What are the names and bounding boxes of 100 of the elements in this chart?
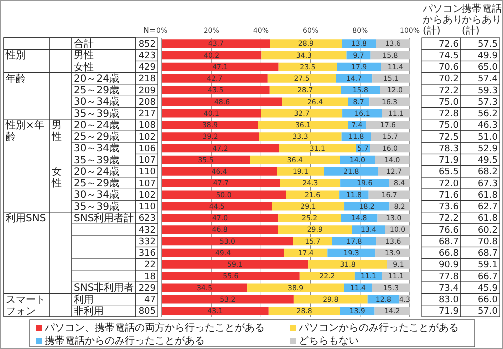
data-label: 59.1	[478, 260, 498, 271]
data-label: 72.2	[438, 214, 459, 224]
data-label: 74.5	[438, 51, 459, 62]
data-label: 332	[138, 237, 156, 248]
bar	[162, 51, 262, 60]
legend-label: どちらもない	[299, 336, 359, 347]
bar	[162, 260, 309, 269]
text: 女性	[51, 166, 62, 190]
bar	[162, 109, 262, 118]
bar	[336, 74, 373, 83]
y-tick-label: 35～39歳	[74, 108, 120, 120]
text: 性別	[5, 50, 26, 62]
data-label: 71.6	[438, 190, 460, 201]
data-label: 72.0	[438, 179, 460, 190]
data-label: 316	[138, 249, 156, 260]
data-label: 229	[138, 284, 156, 294]
data-label: 65.0	[478, 63, 498, 74]
bar	[162, 40, 270, 48]
y-tick-label: 男性	[74, 50, 94, 62]
data-label: 77.8	[438, 272, 460, 282]
data-label: 67.3	[478, 179, 498, 190]
bar	[277, 168, 324, 176]
bar	[308, 260, 388, 269]
data-label: 47	[144, 296, 156, 306]
bar	[262, 51, 347, 60]
data-label: 71.9	[438, 307, 460, 318]
data-label: 61.8	[478, 214, 498, 224]
data-label: 429	[138, 63, 156, 74]
y-tick-label: 25～29歳	[74, 131, 120, 144]
text: 男性	[51, 120, 62, 144]
bar	[278, 214, 342, 222]
text: スマートフォン	[6, 294, 46, 318]
bar	[162, 74, 268, 83]
data-label: 51.0	[478, 132, 498, 143]
y-tick-label: 利用	[74, 294, 94, 306]
bar	[162, 86, 270, 94]
y-tick-label: 25～29歳	[74, 178, 120, 190]
bar	[162, 202, 272, 211]
bar	[162, 248, 285, 258]
bar	[248, 284, 344, 292]
bar	[258, 121, 348, 130]
bar	[162, 237, 294, 246]
data-label: 70.2	[438, 74, 459, 85]
y-tick-label: 女性	[74, 61, 94, 74]
bar	[162, 284, 248, 292]
data-label: 218	[138, 74, 156, 85]
data-label: 68.7	[478, 249, 498, 260]
bar	[162, 190, 286, 200]
data-label: 72.2	[438, 86, 459, 96]
bar	[162, 144, 280, 153]
bar	[270, 86, 342, 94]
bar	[366, 121, 410, 130]
y-tick-label: SNS非利用者	[74, 282, 134, 294]
y-tick-label: 30～34歳	[74, 142, 120, 155]
data-label: 78.3	[438, 144, 459, 154]
x-tick-label: N=	[143, 26, 156, 35]
data-label: 18	[144, 272, 156, 282]
bar	[162, 98, 283, 106]
bar	[280, 179, 341, 188]
bar	[162, 168, 278, 176]
data-label: 805	[138, 307, 156, 318]
legend-label: パソコンからのみ行ったことがある	[298, 323, 459, 334]
y-tick-label: SNS利用者計	[74, 212, 134, 224]
bar	[278, 226, 352, 234]
bar	[250, 156, 340, 164]
bar	[270, 40, 342, 48]
data-label: 68.7	[438, 237, 459, 248]
data-label: 72.5	[438, 132, 459, 143]
data-label: 72.8	[438, 110, 460, 120]
y-tick-label: 非利用	[74, 305, 104, 318]
data-label: 217	[138, 110, 156, 120]
data-label: 73.4	[438, 284, 460, 294]
bar	[162, 156, 250, 164]
data-label: 22	[144, 260, 156, 271]
data-label: 56.2	[478, 110, 498, 120]
data-label: 66.8	[438, 249, 460, 260]
data-label: 75.0	[438, 98, 460, 108]
text: 年齢	[6, 72, 26, 85]
bar	[162, 62, 279, 72]
data-label: 102	[138, 132, 156, 143]
data-label: 423	[138, 51, 156, 62]
bar	[340, 179, 390, 188]
y-tick-label: 30～34歳	[74, 96, 120, 108]
data-label: 46.3	[478, 121, 498, 132]
bar	[162, 214, 279, 222]
x-tick-label: パソコンからあり(計)	[422, 4, 463, 37]
data-label: 66.0	[478, 296, 498, 306]
y-tick-label: 合計	[74, 38, 94, 50]
data-label: 65.5	[438, 168, 459, 178]
data-label: 110	[138, 202, 156, 213]
bar	[261, 109, 343, 118]
data-label: 90.9	[438, 260, 460, 271]
legend-label: 携帯電話からのみ行ったことがある	[45, 335, 205, 347]
data-label: 106	[138, 144, 156, 154]
data-label: 52.9	[478, 144, 498, 154]
bar	[162, 179, 280, 188]
x-tick-label: 携帯電話からあり(計)	[462, 3, 502, 37]
y-tick-label: 35～39歳	[74, 154, 120, 166]
bar	[268, 307, 340, 316]
bar	[324, 168, 379, 176]
